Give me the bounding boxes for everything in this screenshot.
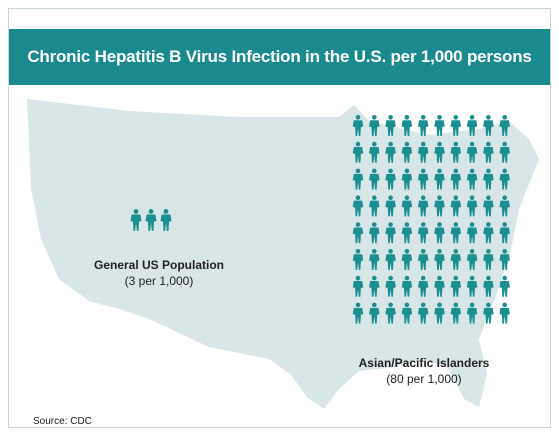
person-icon [434, 168, 445, 190]
person-icon [417, 275, 429, 297]
person-icon [434, 115, 445, 136]
person-icon [385, 195, 396, 217]
person-icon [417, 302, 429, 324]
person-icon [483, 115, 494, 136]
person-icon [483, 222, 494, 244]
person-icon [369, 195, 380, 217]
person-icon [450, 141, 462, 163]
person-icon [417, 222, 429, 244]
person-icon [417, 168, 429, 190]
person-icon [466, 275, 478, 297]
person-icon [369, 115, 380, 136]
person-icon [417, 195, 429, 217]
person-icon [434, 141, 445, 163]
person-icon [466, 222, 478, 244]
person-icon [352, 141, 364, 163]
person-icon [352, 302, 364, 324]
person-icon [417, 249, 429, 270]
person-icon [450, 249, 462, 270]
person-icon [450, 275, 462, 297]
person-icon [385, 302, 396, 324]
person-icon [466, 168, 478, 190]
person-icon [483, 249, 494, 270]
person-icon [401, 222, 413, 244]
person-icon [401, 115, 413, 136]
person-icon [352, 168, 364, 190]
person-icon [385, 222, 396, 244]
pictograph [130, 115, 510, 324]
person-icon [434, 302, 445, 324]
person-icon [401, 249, 413, 270]
person-icon [450, 115, 462, 136]
infographic-card: Chronic Hepatitis B Virus Infection in t… [8, 8, 551, 428]
person-icon [483, 195, 494, 217]
person-icon [352, 275, 364, 297]
asian-pi-name: Asian/Pacific Islanders [358, 356, 490, 370]
general-pop-label: General US Population (3 per 1,000) [79, 257, 239, 289]
person-icon [434, 275, 445, 297]
person-icon [450, 222, 462, 244]
person-icon [483, 168, 494, 190]
person-icon [417, 141, 429, 163]
person-icon [466, 195, 478, 217]
person-icon [499, 168, 510, 190]
person-icon [352, 115, 364, 136]
person-icon [352, 249, 364, 270]
person-icon [369, 302, 380, 324]
person-icon [417, 115, 429, 136]
person-icon [499, 115, 510, 136]
person-icon [434, 249, 445, 270]
person-icon [369, 249, 380, 270]
person-icon [499, 222, 510, 244]
person-icon [401, 195, 413, 217]
person-icon [499, 141, 510, 163]
person-icon [385, 168, 396, 190]
person-icon [466, 249, 478, 270]
person-icon [369, 222, 380, 244]
person-icon [369, 168, 380, 190]
person-icon [483, 141, 494, 163]
person-icon [434, 195, 445, 217]
person-icon [466, 141, 478, 163]
person-icon [499, 275, 510, 297]
person-icon [401, 275, 413, 297]
general-pop-name: General US Population [93, 258, 225, 272]
person-icon [352, 222, 364, 244]
person-icon [466, 302, 478, 324]
asian-pi-rate: (80 per 1,000) [386, 372, 462, 386]
person-icon [369, 141, 380, 163]
chart-title: Chronic Hepatitis B Virus Infection in t… [27, 47, 532, 66]
source-note: Source: CDC [33, 416, 92, 427]
person-icon [385, 275, 396, 297]
person-icon [450, 168, 462, 190]
person-icon [434, 222, 445, 244]
person-icon [401, 302, 413, 324]
general-pop-rate: (3 per 1,000) [124, 274, 194, 288]
person-icon [130, 209, 142, 231]
person-icon [369, 275, 380, 297]
person-icon [401, 141, 413, 163]
title-bar: Chronic Hepatitis B Virus Infection in t… [9, 29, 550, 85]
person-icon [499, 195, 510, 217]
person-icon [499, 249, 510, 270]
person-icon [385, 115, 396, 136]
person-icon [450, 302, 462, 324]
person-icon [352, 195, 364, 217]
person-icon [499, 302, 510, 324]
person-icon [466, 115, 478, 136]
person-icon [483, 302, 494, 324]
person-icon [401, 168, 413, 190]
person-icon [450, 195, 462, 217]
asian-pi-label: Asian/Pacific Islanders (80 per 1,000) [344, 355, 504, 387]
person-icon [483, 275, 494, 297]
person-icon [385, 249, 396, 270]
person-icon [160, 209, 172, 231]
person-icon [145, 209, 157, 231]
person-icon [385, 141, 396, 163]
